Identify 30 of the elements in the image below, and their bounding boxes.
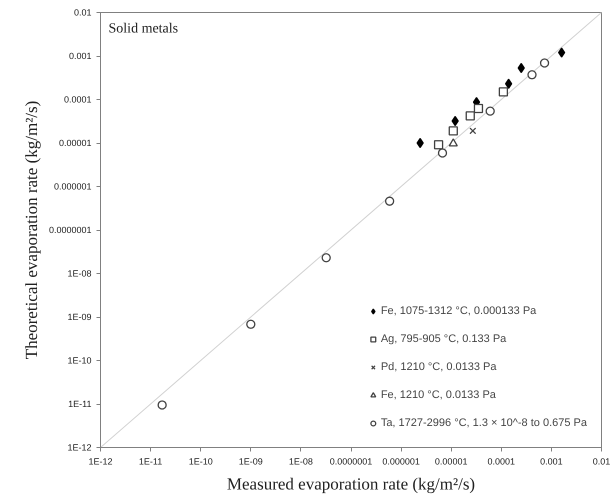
y-tick-label: 1E-08: [67, 268, 92, 278]
x-tick-label: 0.0001: [488, 456, 516, 466]
y-tick-label: 1E-12: [67, 442, 92, 452]
legend-label: Ag, 795-905 °C, 0.133 Pa: [380, 333, 506, 345]
y-tick-label: 1E-11: [68, 399, 92, 409]
y-tick-label: 1E-09: [67, 312, 92, 322]
x-tick-label: 1E-08: [288, 456, 313, 466]
y-tick-label: 0.00001: [58, 138, 92, 148]
x-tick-label: 1E-09: [238, 456, 263, 466]
x-tick-label: 0.00001: [434, 456, 468, 466]
x-tick-label: 0.01: [592, 456, 610, 466]
y-tick-label: 0.0000001: [48, 225, 92, 235]
y-tick-label: 0.0001: [64, 94, 92, 104]
y-axis-title: Theoretical evaporation rate (kg/m²/s): [22, 100, 41, 360]
legend-label: Fe, 1210 °C, 0.0133 Pa: [380, 389, 496, 401]
x-tick-label: 1E-11: [138, 456, 162, 466]
x-tick-label: 0.0000001: [330, 456, 372, 466]
x-axis-title: Measured evaporation rate (kg/m²/s): [226, 474, 476, 494]
annotation: Solid metals: [108, 22, 178, 36]
x-tick-label: 1E-12: [88, 456, 113, 466]
legend-label: Ta, 1727-2996 °C, 1.3 × 10^-8 to 0.675 Pa: [380, 417, 587, 429]
x-tick-label: 1E-10: [188, 456, 213, 466]
y-tick-label: 0.001: [68, 51, 92, 61]
legend-label: Fe, 1075-1312 °C, 0.000133 Pa: [380, 305, 536, 317]
legend-label: Pd, 1210 °C, 0.0133 Pa: [380, 361, 497, 373]
y-tick-label: 0.000001: [54, 182, 92, 192]
x-tick-label: 0.000001: [382, 456, 420, 466]
y-tick-label: 1E-10: [67, 356, 92, 366]
x-tick-label: 0.001: [540, 456, 563, 466]
y-tick-label: 0.01: [74, 8, 92, 18]
